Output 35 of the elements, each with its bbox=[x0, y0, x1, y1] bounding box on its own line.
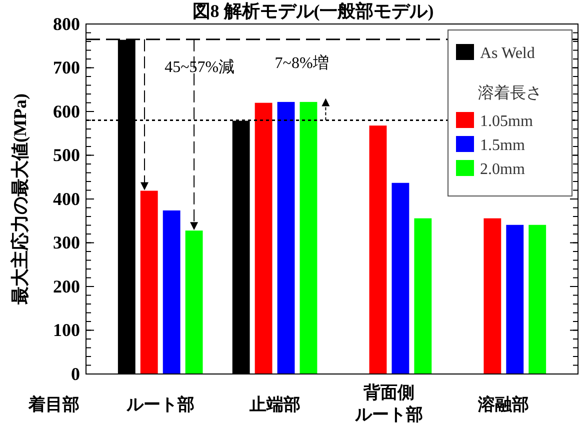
bar bbox=[368, 124, 388, 374]
y-axis-title: 最大主応力の最大値(MPa) bbox=[10, 94, 30, 306]
annotation: 7~8%増 bbox=[274, 54, 329, 72]
legend-label: 1.5mm bbox=[480, 137, 526, 154]
x-tick-label: 溶融部 bbox=[477, 395, 530, 414]
y-tick-label: 800 bbox=[53, 14, 80, 34]
x-tick-label: 止端部 bbox=[248, 395, 300, 414]
bar bbox=[505, 224, 525, 374]
y-tick-label: 200 bbox=[53, 276, 80, 296]
chart-title: 図8 解析モデル(一般部モデル) bbox=[192, 1, 434, 21]
bar bbox=[482, 217, 502, 374]
annotation: 45~57%減 bbox=[164, 58, 235, 76]
bar bbox=[298, 100, 318, 374]
x-tick-label: 背面側ルート部 bbox=[354, 383, 424, 424]
y-tick-label: 600 bbox=[53, 101, 80, 122]
bar bbox=[390, 182, 410, 374]
legend-label: 2.0mm bbox=[480, 161, 526, 178]
y-tick-label: 300 bbox=[53, 232, 80, 253]
legend-label: As Weld bbox=[480, 45, 535, 62]
y-tick-label: 500 bbox=[53, 145, 80, 166]
bar bbox=[528, 224, 548, 374]
x-axis-title: 着目部 bbox=[28, 395, 80, 414]
legend-label: 1.05mm bbox=[480, 113, 534, 130]
bar bbox=[139, 190, 159, 374]
bar bbox=[254, 102, 274, 374]
y-tick-label: 100 bbox=[53, 320, 80, 340]
legend-title: 溶着長さ bbox=[478, 84, 542, 102]
bar bbox=[413, 217, 433, 374]
bar bbox=[184, 230, 204, 374]
bar bbox=[162, 209, 182, 374]
bar bbox=[276, 100, 296, 374]
y-tick-label: 400 bbox=[53, 188, 80, 209]
y-tick-label: 0 bbox=[71, 364, 80, 384]
x-tick-label: ルート部 bbox=[125, 395, 194, 414]
y-tick-label: 700 bbox=[53, 58, 80, 78]
